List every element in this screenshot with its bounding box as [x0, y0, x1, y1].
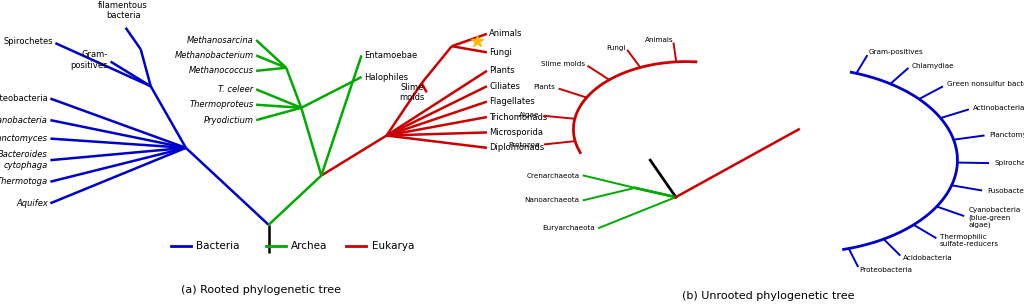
Text: Euryarchaeota: Euryarchaeota — [542, 225, 595, 231]
Text: Gram-positives: Gram-positives — [869, 50, 924, 55]
Text: Microsporida: Microsporida — [489, 128, 544, 137]
Text: Methanobacterium: Methanobacterium — [174, 51, 254, 60]
Text: Aquifex: Aquifex — [16, 199, 48, 208]
Text: Entamoebae: Entamoebae — [364, 51, 417, 60]
Text: Actinobacteria: Actinobacteria — [974, 105, 1024, 111]
Text: Bacteroides
cytophaga: Bacteroides cytophaga — [0, 151, 48, 170]
Text: Eukarya: Eukarya — [372, 241, 414, 251]
Text: Slime
molds: Slime molds — [398, 83, 424, 102]
Text: Thermoproteus: Thermoproteus — [189, 100, 254, 109]
Text: Fungi: Fungi — [606, 45, 626, 51]
Text: Proteobacteria: Proteobacteria — [859, 267, 912, 273]
Text: Green nonsulfur bacteria: Green nonsulfur bacteria — [947, 81, 1024, 87]
Text: Thermotoga: Thermotoga — [0, 177, 48, 186]
Text: Archea: Archea — [291, 241, 328, 251]
Text: Plants: Plants — [489, 66, 515, 75]
Text: Animals: Animals — [644, 37, 673, 43]
Text: Proteobacteria: Proteobacteria — [0, 94, 48, 103]
Text: Methanococcus: Methanococcus — [188, 66, 254, 75]
Text: Protozoa: Protozoa — [509, 142, 540, 148]
Text: Pryodictium: Pryodictium — [204, 116, 254, 125]
Text: Green
filamentous
bacteria: Green filamentous bacteria — [98, 0, 148, 20]
Text: Ciliates: Ciliates — [489, 82, 520, 91]
Text: Planctomyces: Planctomyces — [0, 134, 48, 143]
Text: Halophiles: Halophiles — [364, 72, 409, 82]
Text: Thermophilic
sulfate-reducers: Thermophilic sulfate-reducers — [940, 234, 999, 247]
Text: Animals: Animals — [489, 29, 523, 38]
Text: Crenarchaeota: Crenarchaeota — [526, 172, 580, 179]
Text: Gram-
positives: Gram- positives — [71, 51, 109, 70]
Text: Trichomonads: Trichomonads — [489, 112, 548, 122]
Text: Flagellates: Flagellates — [489, 97, 536, 106]
Text: T. celeer: T. celeer — [218, 85, 254, 94]
Text: Planctomycetes: Planctomycetes — [989, 132, 1024, 138]
Text: Diplomonads: Diplomonads — [489, 143, 545, 152]
Text: Slime molds: Slime molds — [541, 61, 585, 67]
Text: Nanoarchaeota: Nanoarchaeota — [524, 197, 580, 203]
Text: Spirochetes: Spirochetes — [3, 37, 53, 46]
Text: Cyanobacteria
(blue-green
algae): Cyanobacteria (blue-green algae) — [969, 207, 1021, 228]
Text: Spirochaetes: Spirochaetes — [994, 160, 1024, 166]
Text: Cyanobacteria: Cyanobacteria — [0, 116, 48, 125]
Text: Fungi: Fungi — [489, 48, 512, 57]
Text: Acidobacteria: Acidobacteria — [903, 255, 952, 261]
Text: (a) Rooted phylogenetic tree: (a) Rooted phylogenetic tree — [181, 285, 341, 294]
Text: Plants: Plants — [534, 84, 555, 91]
Text: Bacteria: Bacteria — [196, 241, 240, 251]
Text: Chlamydiae: Chlamydiae — [911, 63, 953, 68]
Text: Methanosarcina: Methanosarcina — [186, 35, 254, 45]
Text: Algae: Algae — [519, 112, 540, 118]
Text: Fusobacteria: Fusobacteria — [987, 188, 1024, 194]
Text: (b) Unrooted phylogenetic tree: (b) Unrooted phylogenetic tree — [682, 291, 854, 301]
